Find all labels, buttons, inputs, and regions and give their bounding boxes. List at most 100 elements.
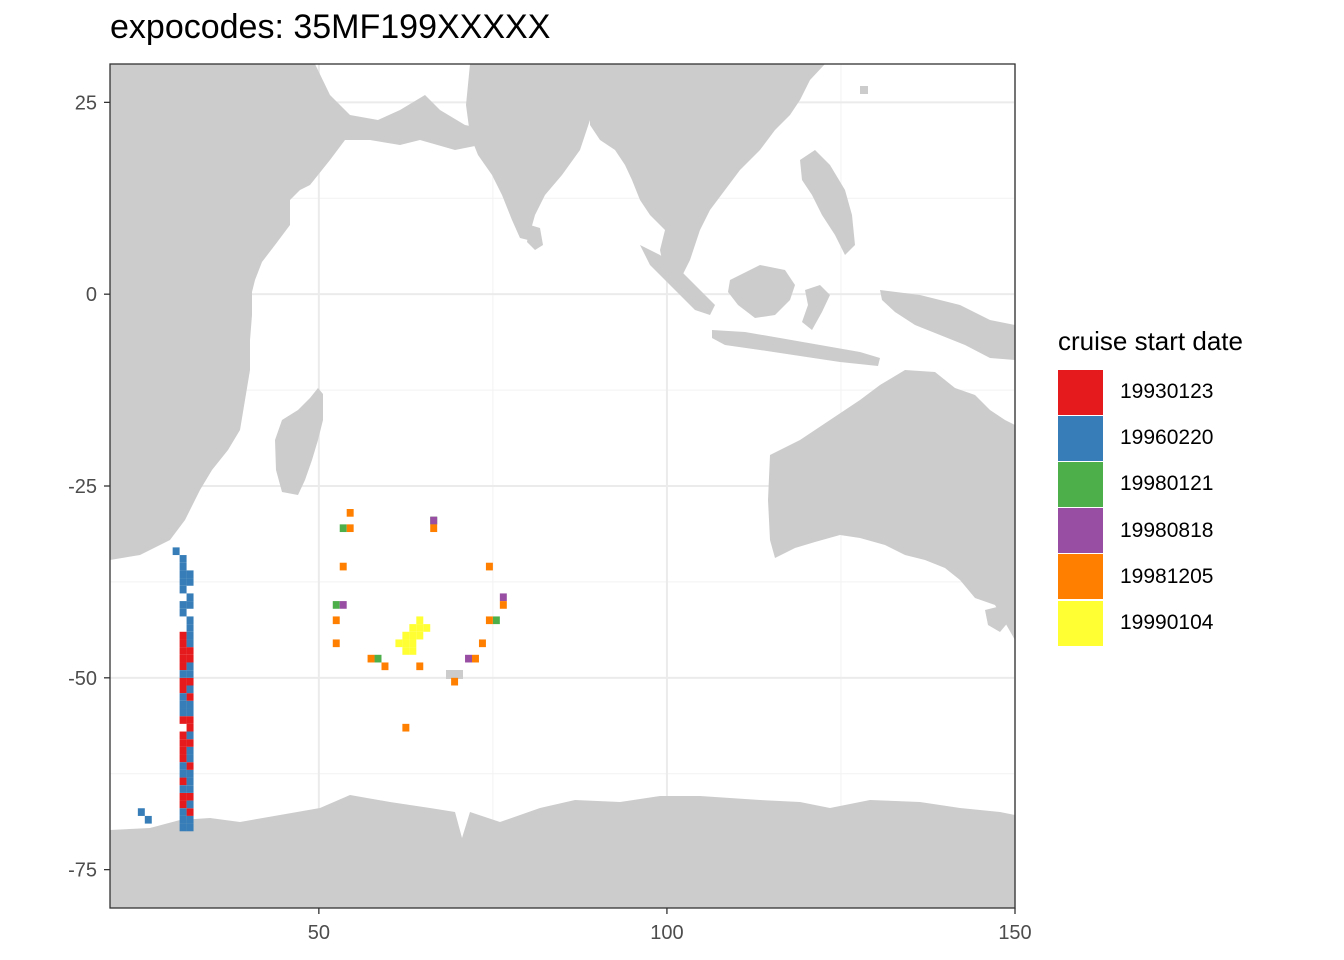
x-tick-label: 50	[308, 922, 330, 944]
legend-key-swatch	[1058, 508, 1103, 554]
data-cell-19960220	[179, 608, 187, 617]
land-arabia	[200, 64, 335, 198]
land-madagascar	[275, 388, 323, 495]
y-tick-label: -75	[68, 860, 97, 882]
gridlines	[110, 64, 1016, 908]
y-tick-label: 25	[75, 92, 97, 114]
data-cell-19960220	[186, 708, 194, 717]
legend-item: 19930123	[1058, 369, 1243, 415]
data-cell-19960220	[186, 662, 194, 671]
data-cell-19960220	[186, 823, 194, 832]
data-cell-19981205	[367, 654, 375, 663]
land-kerguelen	[446, 670, 463, 679]
land-australia	[768, 370, 1015, 640]
data-cell-19960220	[186, 593, 194, 602]
data-cell-19960220	[137, 808, 145, 816]
y-tick-label: -50	[68, 668, 97, 690]
data-cell-19981205	[346, 524, 354, 533]
legend-item: 19980818	[1058, 508, 1243, 554]
data-cell-19960220	[179, 708, 187, 717]
data-cell-19980121	[492, 616, 500, 625]
data-cell-19960220	[186, 785, 194, 793]
data-cell-19960220	[186, 570, 194, 579]
data-cell-19980818	[430, 516, 438, 525]
data-cell-19980818	[465, 654, 472, 663]
land-sumatra	[640, 245, 715, 315]
data-cell-19990104	[409, 631, 417, 640]
land-newguinea	[880, 290, 1015, 360]
legend-item: 19960220	[1058, 415, 1243, 461]
legend-item: 19980121	[1058, 461, 1243, 507]
data-cell-19960220	[186, 800, 194, 809]
data-cell-19960220	[179, 693, 187, 701]
land-japan	[860, 86, 868, 94]
data-cell-19981205	[346, 509, 354, 517]
data-cell-19930123	[179, 654, 187, 663]
data-cell-19960220	[186, 700, 194, 709]
data-cell-19980818	[499, 593, 507, 602]
land-india	[466, 64, 590, 240]
land-philippines	[800, 150, 855, 255]
x-tick-label: 150	[998, 922, 1031, 944]
data-cell-19960220	[186, 754, 194, 763]
data-cell-19980818	[339, 601, 347, 609]
data-cell-19960220	[179, 570, 187, 579]
data-cell-19981205	[485, 562, 493, 571]
data-cell-19990104	[416, 624, 424, 632]
data-cell-19990104	[409, 639, 417, 648]
data-cell-19981205	[381, 662, 389, 671]
data-cell-19981205	[472, 654, 479, 663]
data-cell-19981205	[332, 639, 340, 648]
legend-key-swatch	[1058, 600, 1103, 646]
data-cell-19930123	[186, 792, 194, 801]
data-cell-19930123	[179, 639, 187, 648]
land-masses	[110, 64, 1015, 908]
chart-title: expocodes: 35MF199XXXXX	[110, 8, 551, 46]
data-cell-19960220	[186, 601, 194, 609]
land-java	[712, 330, 880, 366]
data-cell-19960220	[186, 624, 194, 632]
data-cell-19930123	[186, 677, 194, 686]
data-cell-19960220	[186, 616, 194, 625]
data-cell-19960220	[186, 639, 194, 648]
data-cell-19960220	[179, 585, 187, 594]
legend-label: 19980818	[1120, 518, 1214, 542]
legend-items: 19930123 19960220 19980121 19980818 19981205…	[1058, 369, 1243, 646]
y-tick-label: 0	[86, 284, 97, 306]
data-cell-19960220	[186, 578, 194, 586]
data-cell-19960220	[186, 670, 194, 678]
data-cell-19930123	[186, 647, 194, 655]
data-cell-19930123	[179, 677, 187, 686]
data-cell-19960220	[179, 785, 187, 793]
data-cell-19981205	[451, 677, 459, 686]
data-cell-19990104	[416, 631, 424, 640]
data-cell-19930123	[179, 647, 187, 655]
data-cell-19960220	[179, 769, 187, 778]
data-cell-19930123	[179, 739, 187, 747]
land-sulawesi	[802, 285, 830, 330]
data-cell-19981205	[339, 562, 347, 571]
land-africa	[110, 64, 490, 560]
data-cell-19960220	[186, 815, 194, 824]
data-cell-19930123	[179, 631, 187, 640]
data-cell-19990104	[395, 639, 403, 648]
data-cell-19960220	[186, 746, 194, 755]
data-cell-19990104	[402, 631, 410, 640]
data-cell-19960220	[186, 777, 194, 786]
land-srilanka	[527, 225, 543, 250]
data-cell-19960220	[186, 631, 194, 640]
data-cell-19930123	[179, 746, 187, 755]
data-cell-19960220	[179, 700, 187, 709]
data-cell-19960220	[179, 601, 187, 609]
data-cell-19981205	[430, 524, 438, 533]
data-cell-19930123	[179, 800, 187, 809]
data-cell-19980121	[332, 601, 340, 609]
data-cell-19930123	[186, 762, 194, 770]
data-cell-19980121	[339, 524, 347, 533]
land-borneo	[728, 265, 795, 318]
legend-title: cruise start date	[1058, 326, 1243, 356]
data-cell-19930123	[186, 808, 194, 816]
data-cell-19930123	[179, 662, 187, 671]
data-cell-19960220	[179, 762, 187, 770]
